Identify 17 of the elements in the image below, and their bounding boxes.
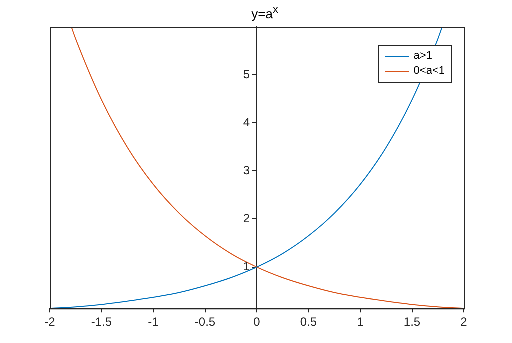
x-tick-label: 2	[460, 315, 468, 330]
y-tick-label: 3	[243, 163, 250, 178]
y-tick-label: 5	[243, 67, 250, 82]
x-tick-label: -2	[44, 315, 56, 330]
x-tick-label: 0	[254, 315, 261, 330]
legend-label: a>1	[414, 49, 432, 64]
x-tick-label: 0.5	[300, 315, 318, 330]
chart-title: y=a$^{x}$	[250, 4, 280, 22]
x-tick-label: -0.5	[194, 315, 216, 330]
legend-label: 0<a<1	[414, 64, 445, 79]
x-tick-label: 1.5	[404, 315, 421, 330]
x-tick-label: -1.5	[91, 315, 112, 330]
x-tick-label: 1	[357, 315, 364, 330]
y-tick-label: 4	[243, 115, 250, 130]
y-tick-label: 2	[243, 212, 250, 226]
x-tick-label: -1	[148, 315, 160, 330]
y-tick-label: 1	[243, 260, 250, 274]
